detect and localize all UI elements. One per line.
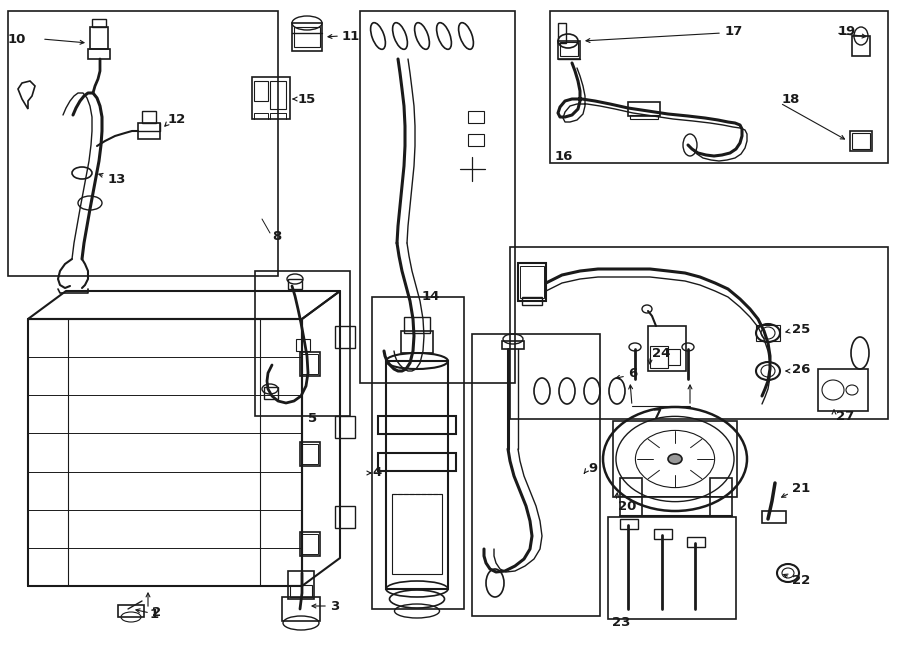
- Bar: [468, 134, 484, 146]
- Bar: [468, 111, 484, 123]
- Bar: [472, 334, 600, 616]
- Bar: [335, 326, 355, 348]
- Bar: [510, 247, 888, 419]
- Bar: [282, 597, 320, 621]
- Bar: [560, 42, 578, 56]
- Bar: [608, 517, 736, 619]
- Text: 6: 6: [628, 366, 637, 379]
- Bar: [628, 102, 660, 116]
- Text: 15: 15: [298, 93, 316, 106]
- Text: 22: 22: [792, 574, 810, 588]
- Bar: [255, 271, 350, 416]
- Bar: [254, 81, 268, 101]
- Bar: [756, 325, 780, 341]
- Bar: [302, 444, 318, 464]
- Bar: [520, 266, 544, 298]
- Bar: [294, 27, 320, 47]
- Ellipse shape: [668, 454, 682, 464]
- Bar: [90, 27, 108, 49]
- Bar: [710, 478, 732, 516]
- Bar: [620, 478, 642, 516]
- Bar: [302, 354, 318, 374]
- Text: 2: 2: [152, 607, 161, 619]
- Bar: [518, 263, 546, 301]
- Text: 12: 12: [168, 112, 186, 126]
- Bar: [118, 605, 144, 617]
- Text: 13: 13: [108, 173, 126, 186]
- Text: 18: 18: [782, 93, 800, 106]
- Text: 16: 16: [555, 149, 573, 163]
- Text: 5: 5: [308, 412, 317, 426]
- Bar: [138, 123, 160, 139]
- Bar: [142, 111, 156, 123]
- Text: 25: 25: [792, 323, 810, 336]
- Text: 3: 3: [330, 600, 339, 613]
- Text: 11: 11: [342, 30, 360, 42]
- Text: 20: 20: [618, 500, 636, 512]
- Bar: [288, 279, 302, 289]
- Bar: [386, 361, 448, 589]
- Bar: [300, 532, 320, 556]
- Text: 21: 21: [792, 483, 810, 496]
- Text: 1: 1: [150, 609, 159, 621]
- Bar: [818, 369, 868, 411]
- Text: 27: 27: [836, 410, 854, 424]
- Bar: [852, 36, 870, 56]
- Bar: [335, 416, 355, 438]
- Bar: [288, 571, 314, 599]
- Bar: [648, 326, 686, 371]
- Bar: [654, 529, 672, 539]
- Bar: [850, 131, 872, 151]
- Text: 4: 4: [372, 467, 382, 479]
- Text: 8: 8: [272, 229, 281, 243]
- Bar: [252, 77, 290, 119]
- Bar: [300, 352, 320, 376]
- Text: 10: 10: [8, 32, 26, 46]
- Bar: [558, 41, 580, 59]
- Bar: [92, 19, 106, 27]
- Bar: [392, 494, 442, 574]
- Bar: [687, 537, 705, 547]
- Bar: [300, 442, 320, 466]
- Bar: [404, 317, 430, 333]
- Text: 23: 23: [612, 617, 630, 629]
- Bar: [550, 11, 888, 163]
- Bar: [650, 346, 668, 368]
- Bar: [296, 339, 310, 351]
- Bar: [852, 133, 870, 149]
- Bar: [302, 534, 318, 554]
- Text: 9: 9: [588, 463, 597, 475]
- Text: 24: 24: [652, 346, 670, 360]
- Bar: [401, 331, 433, 353]
- Bar: [372, 297, 464, 609]
- Text: 7: 7: [652, 408, 662, 422]
- Bar: [290, 585, 312, 597]
- Bar: [558, 23, 566, 43]
- Bar: [335, 506, 355, 528]
- Bar: [378, 416, 456, 434]
- Text: 14: 14: [422, 290, 440, 303]
- Bar: [630, 115, 658, 119]
- Bar: [88, 49, 110, 59]
- Bar: [613, 421, 737, 497]
- Bar: [292, 23, 322, 51]
- Bar: [270, 81, 286, 109]
- Bar: [502, 341, 524, 349]
- Bar: [8, 11, 278, 276]
- Bar: [378, 453, 456, 471]
- Bar: [762, 511, 786, 523]
- Text: 19: 19: [838, 24, 856, 38]
- Bar: [620, 519, 638, 529]
- Bar: [522, 297, 542, 305]
- Bar: [668, 349, 680, 365]
- Text: 26: 26: [792, 362, 810, 375]
- Text: 17: 17: [725, 24, 743, 38]
- Bar: [264, 387, 278, 399]
- Bar: [360, 11, 515, 383]
